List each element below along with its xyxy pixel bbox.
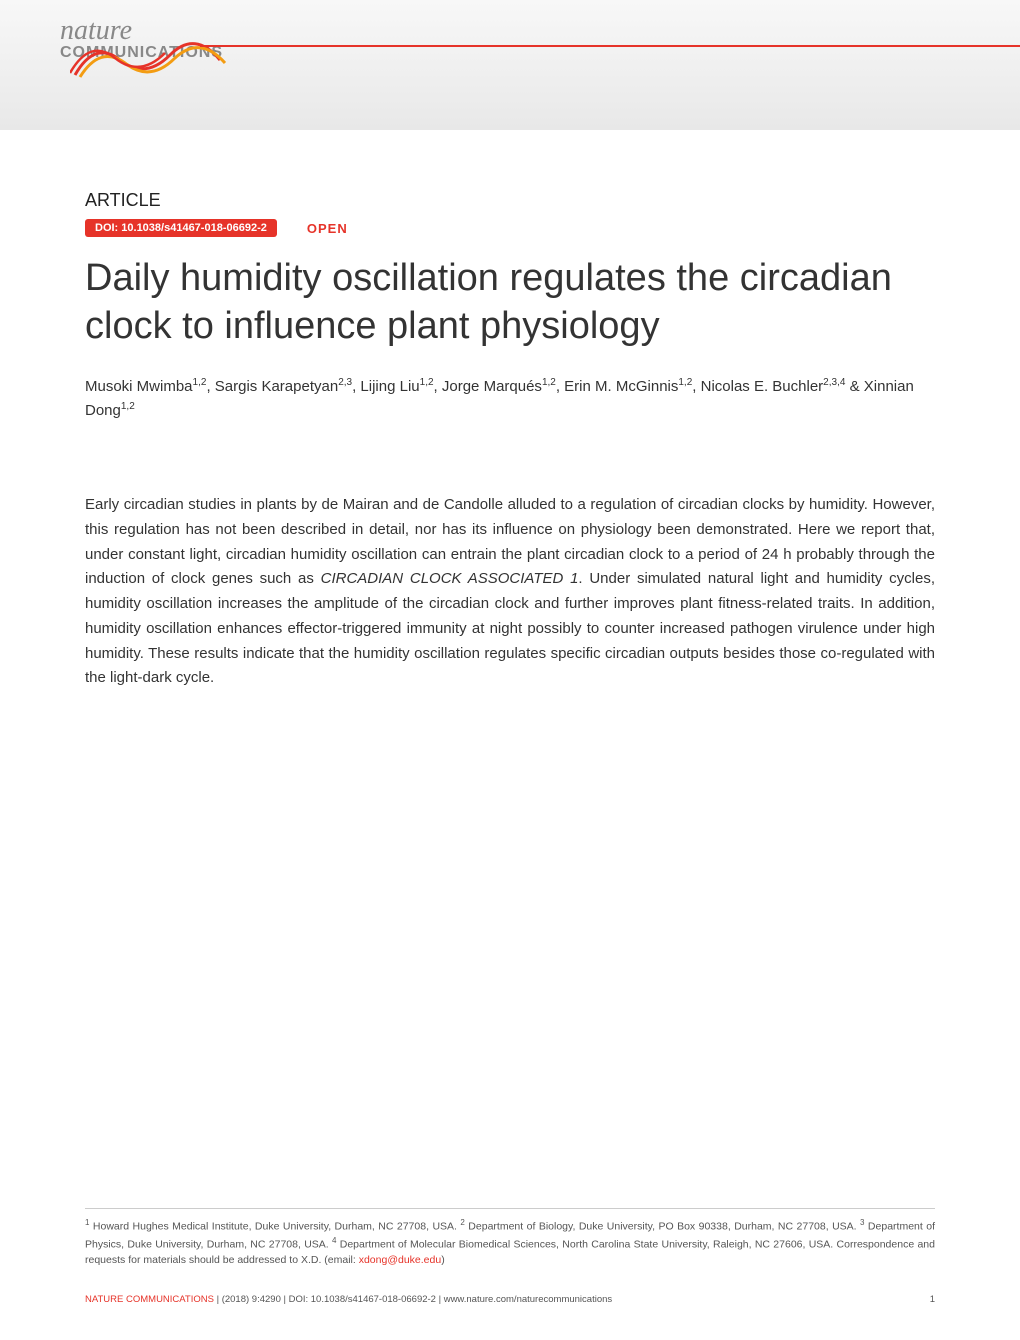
- doi-row: DOI: 10.1038/s41467-018-06692-2 OPEN: [85, 219, 935, 237]
- footer-divider: [85, 1208, 935, 1209]
- doi-badge: DOI: 10.1038/s41467-018-06692-2: [85, 219, 277, 237]
- journal-name: NATURE COMMUNICATIONS: [85, 1294, 214, 1305]
- citation-text: NATURE COMMUNICATIONS | (2018) 9:4290 | …: [85, 1294, 612, 1305]
- article-content: ARTICLE DOI: 10.1038/s41467-018-06692-2 …: [0, 130, 1020, 691]
- footer-section: 1 Howard Hughes Medical Institute, Duke …: [85, 1208, 935, 1305]
- citation-details: | (2018) 9:4290 | DOI: 10.1038/s41467-01…: [214, 1294, 612, 1305]
- author-list: Musoki Mwimba1,2, Sargis Karapetyan2,3, …: [85, 375, 935, 423]
- logo-swirl-icon: [70, 35, 250, 90]
- citation-row: NATURE COMMUNICATIONS | (2018) 9:4290 | …: [85, 1294, 935, 1305]
- page-number: 1: [930, 1294, 935, 1305]
- abstract-text: Early circadian studies in plants by de …: [85, 493, 935, 691]
- article-title: Daily humidity oscillation regulates the…: [85, 255, 935, 350]
- open-access-badge: OPEN: [307, 221, 348, 236]
- banner-red-line: [200, 45, 1020, 47]
- journal-logo: nature COMMUNICATIONS: [60, 20, 223, 62]
- article-type-label: ARTICLE: [85, 190, 935, 211]
- affiliations-text: 1 Howard Hughes Medical Institute, Duke …: [85, 1217, 935, 1269]
- journal-banner: nature COMMUNICATIONS: [0, 0, 1020, 130]
